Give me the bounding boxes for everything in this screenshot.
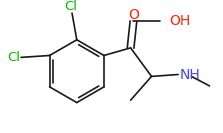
Text: O: O	[128, 8, 139, 22]
Text: OH: OH	[170, 14, 191, 28]
Text: Cl: Cl	[7, 51, 20, 64]
Text: NH: NH	[180, 68, 201, 82]
Text: Cl: Cl	[65, 0, 78, 13]
